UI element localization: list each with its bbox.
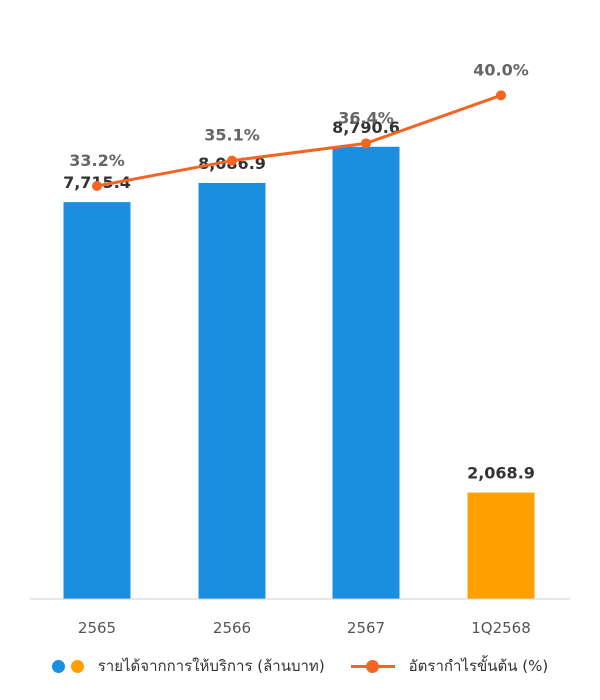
x-tick-label: 2566: [213, 619, 251, 637]
x-tick-labels: 2565 2566 2567 1Q2568: [78, 619, 531, 637]
margin-value-label: 40.0%: [473, 60, 529, 79]
margin-line: [96, 93, 502, 188]
legend-bar-label: รายได้จากการให้บริการ (ล้านบาท): [97, 657, 325, 675]
x-tick-label: 1Q2568: [471, 619, 531, 637]
bar-2567: [332, 146, 400, 599]
bar-value-label: 2,068.9: [467, 464, 535, 483]
margin-point-2567: [361, 138, 371, 149]
legend-line-label: อัตรากำไรขั้นต้น (%): [408, 657, 549, 675]
legend-bar-swatch-blue: [51, 659, 65, 673]
margin-line-series: [92, 90, 506, 191]
legend-line-swatch: [350, 659, 395, 673]
margin-point-2565: [92, 181, 102, 191]
bar-labels-group: 7,715.48,086.98,790.62,068.9: [63, 118, 535, 483]
bar-1Q2568: [467, 492, 535, 599]
x-tick-label: 2565: [78, 619, 116, 637]
bar-value-label: 8,790.6: [332, 118, 400, 137]
x-tick-label: 2567: [347, 619, 385, 637]
legend-line-marker: [365, 660, 379, 673]
margin-value-label: 33.2%: [69, 151, 125, 170]
margin-point-1Q2568: [496, 90, 506, 101]
margin-point-2566: [227, 155, 237, 166]
legend: รายได้จากการให้บริการ (ล้านบาท) อัตรากำไ…: [0, 654, 600, 678]
margin-value-label: 35.1%: [204, 126, 260, 145]
bar-2565: [63, 202, 131, 599]
margin-labels-group: 33.2% 35.1% 36.4% 40.0%: [69, 60, 529, 170]
bar-2566: [198, 182, 266, 599]
bars-group: [63, 146, 535, 599]
margin-value-label: 36.4%: [338, 108, 394, 127]
legend-bar-swatch-orange: [70, 659, 84, 673]
